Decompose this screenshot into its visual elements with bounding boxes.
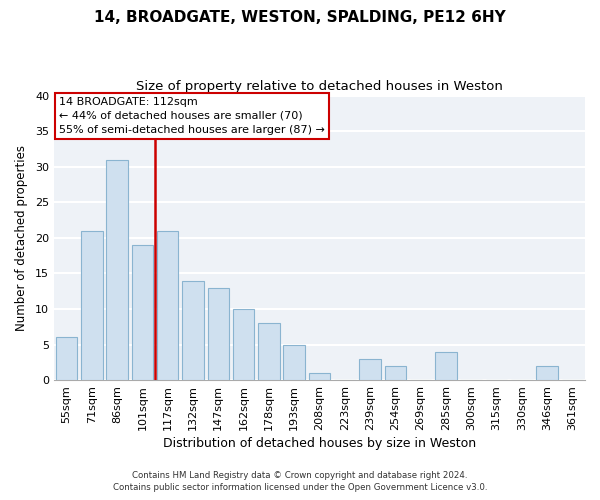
- Bar: [208, 288, 229, 380]
- Bar: [385, 366, 406, 380]
- X-axis label: Distribution of detached houses by size in Weston: Distribution of detached houses by size …: [163, 437, 476, 450]
- Bar: [309, 373, 330, 380]
- Text: 14 BROADGATE: 112sqm
← 44% of detached houses are smaller (70)
55% of semi-detac: 14 BROADGATE: 112sqm ← 44% of detached h…: [59, 97, 325, 135]
- Bar: [536, 366, 558, 380]
- Bar: [283, 344, 305, 380]
- Bar: [233, 309, 254, 380]
- Bar: [81, 231, 103, 380]
- Text: 14, BROADGATE, WESTON, SPALDING, PE12 6HY: 14, BROADGATE, WESTON, SPALDING, PE12 6H…: [94, 10, 506, 25]
- Bar: [106, 160, 128, 380]
- Bar: [157, 231, 178, 380]
- Bar: [56, 338, 77, 380]
- Text: Contains HM Land Registry data © Crown copyright and database right 2024.
Contai: Contains HM Land Registry data © Crown c…: [113, 471, 487, 492]
- Bar: [258, 324, 280, 380]
- Bar: [131, 245, 153, 380]
- Bar: [182, 280, 204, 380]
- Bar: [359, 359, 381, 380]
- Title: Size of property relative to detached houses in Weston: Size of property relative to detached ho…: [136, 80, 503, 93]
- Bar: [435, 352, 457, 380]
- Y-axis label: Number of detached properties: Number of detached properties: [15, 145, 28, 331]
